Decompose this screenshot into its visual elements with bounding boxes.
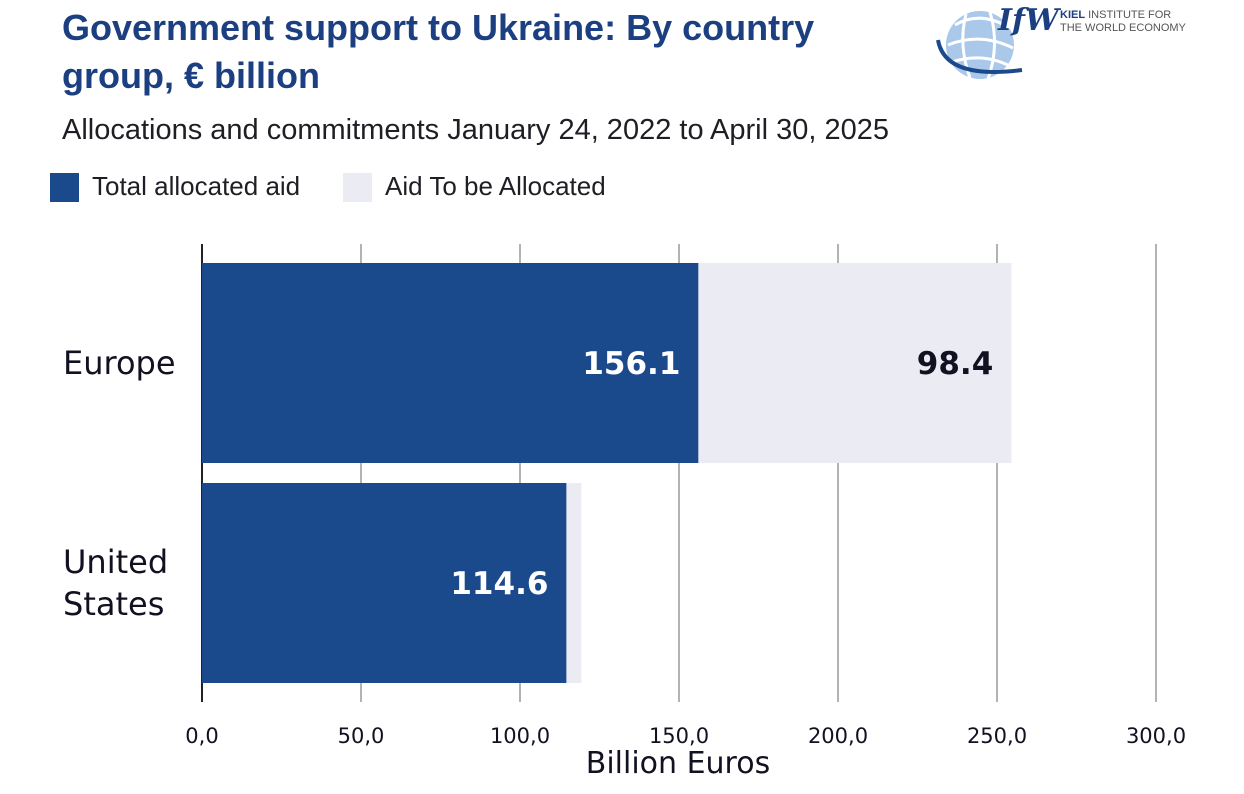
bar-allocated — [202, 263, 699, 463]
globe-icon — [936, 11, 1023, 80]
category-label: Europe — [63, 344, 176, 382]
legend-swatch-allocated — [50, 173, 79, 202]
bar-value-label: 156.1 — [582, 346, 680, 382]
category-label: United — [63, 543, 168, 581]
bar-value-label: 114.6 — [450, 566, 548, 602]
legend-label-to-be-allocated: Aid To be Allocated — [385, 171, 606, 201]
x-tick-label: 200,0 — [808, 724, 868, 748]
x-tick-label: 150,0 — [649, 724, 709, 748]
x-axis-title: Billion Euros — [586, 746, 770, 781]
x-tick-label: 250,0 — [967, 724, 1027, 748]
x-tick-label: 50,0 — [338, 724, 385, 748]
logo-text-kiel: KIEL — [1060, 9, 1085, 21]
chart-subtitle: Allocations and commitments January 24, … — [62, 114, 889, 146]
x-tick-label: 0,0 — [185, 724, 218, 748]
bar-allocated — [202, 483, 567, 683]
x-tick-label: 100,0 — [490, 724, 550, 748]
logo-mark: IfW — [997, 3, 1062, 38]
bar-to-be-allocated — [698, 263, 1012, 463]
chart-title: Government support to Ukraine: By countr… — [62, 7, 815, 96]
bar-value-label: 98.4 — [917, 346, 994, 382]
category-label: States — [63, 585, 164, 623]
x-tick-label: 300,0 — [1126, 724, 1186, 748]
logo-text-world-economy: THE WORLD ECONOMY — [1060, 22, 1187, 34]
bar-to-be-allocated — [566, 483, 582, 683]
ifw-logo: IfW KIEL INSTITUTE FOR THE WORLD ECONOMY — [936, 3, 1187, 80]
logo-text-institute: INSTITUTE FOR — [1085, 9, 1171, 21]
svg-text:KIEL INSTITUTE FOR: KIEL INSTITUTE FOR — [1060, 9, 1171, 21]
legend-swatch-to-be-allocated — [343, 173, 372, 202]
legend-label-allocated: Total allocated aid — [92, 171, 301, 201]
